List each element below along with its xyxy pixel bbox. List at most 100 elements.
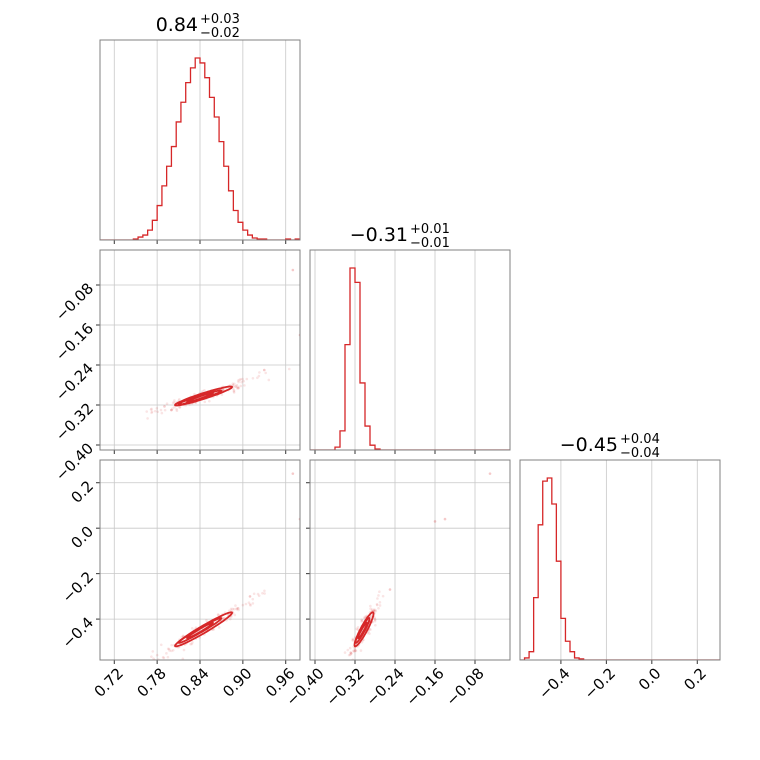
sample-point	[232, 391, 236, 394]
sample-point	[245, 377, 249, 381]
outlier-point	[291, 268, 295, 272]
sample-point	[351, 637, 355, 641]
sample-point	[352, 650, 356, 653]
sample-point	[263, 592, 266, 595]
histogram-step-0	[100, 57, 300, 240]
sample-point	[203, 400, 207, 404]
sample-point	[228, 609, 231, 612]
sample-point	[191, 641, 194, 644]
sample-point	[181, 657, 185, 660]
panel-frame	[309, 459, 511, 661]
outlier-point	[262, 368, 266, 372]
sample-point	[364, 615, 367, 618]
sample-point	[181, 634, 185, 638]
sample-point	[287, 367, 291, 371]
sample-point	[264, 371, 267, 375]
outlier-point	[291, 472, 295, 475]
scatter-panel-0-2	[96, 459, 301, 674]
x-tick-label: −0.4	[535, 664, 573, 702]
sample-point	[173, 399, 176, 402]
sample-point	[189, 642, 192, 646]
sample-point	[375, 603, 379, 607]
sample-point	[231, 383, 235, 387]
sample-point	[125, 671, 128, 674]
sample-point	[347, 653, 351, 657]
sample-point	[150, 411, 153, 415]
sample-point	[374, 623, 377, 627]
sample-point	[368, 632, 371, 635]
sample-point	[244, 602, 248, 606]
sample-point	[257, 594, 261, 598]
sample-point	[373, 618, 377, 622]
sample-point	[373, 619, 377, 623]
x-tick-label: 0.72	[91, 664, 127, 700]
sample-point	[151, 650, 155, 653]
sample-point	[373, 609, 376, 613]
sample-point	[369, 607, 372, 610]
sample-point	[173, 401, 176, 404]
sample-point	[354, 649, 358, 653]
scatter-panel-0-1	[96, 249, 301, 454]
sample-point	[378, 590, 381, 594]
sample-point	[373, 617, 377, 621]
sample-point	[232, 389, 236, 392]
sample-point	[349, 651, 353, 654]
sample-point	[354, 648, 357, 652]
sample-point	[351, 639, 354, 642]
scatter-content	[343, 472, 492, 669]
contour-level-3	[353, 611, 375, 648]
sample-point	[175, 409, 179, 413]
sample-point	[145, 410, 149, 413]
sample-point	[353, 649, 357, 653]
sample-point	[230, 609, 233, 613]
outlier-point	[248, 595, 252, 598]
y-tick-label: 0.0	[67, 523, 97, 553]
sample-point	[369, 604, 372, 608]
sample-point	[369, 615, 373, 618]
sample-point	[372, 608, 376, 612]
sample-point	[378, 604, 382, 607]
sample-point	[381, 594, 385, 598]
sample-point	[171, 649, 175, 652]
sample-point	[175, 407, 178, 411]
sample-point	[229, 607, 233, 611]
sample-point	[212, 628, 215, 631]
sample-point	[352, 649, 355, 653]
sample-point	[146, 417, 149, 420]
sample-point	[231, 607, 234, 611]
sample-point	[162, 656, 166, 660]
sample-point	[350, 652, 353, 655]
scatter-content	[145, 268, 300, 420]
sample-point	[256, 376, 259, 380]
y-tick-label: −0.32	[52, 399, 97, 444]
title-value-0: 0.84	[156, 14, 198, 36]
sample-point	[234, 385, 238, 388]
sample-point	[356, 628, 360, 631]
sample-point	[234, 385, 237, 388]
sample-point	[349, 652, 353, 656]
sample-point	[356, 625, 360, 629]
sample-point	[344, 666, 347, 669]
sample-point	[160, 411, 164, 415]
sample-point	[349, 653, 352, 657]
title-lower-1: −0.01	[410, 236, 450, 251]
sample-point	[251, 377, 255, 380]
outlier-point	[433, 520, 437, 523]
sample-point	[248, 603, 252, 606]
sample-point	[178, 398, 181, 401]
sample-point	[173, 405, 176, 409]
sample-point	[190, 642, 194, 646]
outlier-point	[388, 588, 392, 591]
sample-point	[221, 388, 225, 392]
sample-point	[370, 608, 374, 611]
sample-point	[236, 379, 240, 382]
sample-point	[360, 619, 363, 623]
sample-point	[343, 651, 347, 654]
sample-point	[242, 379, 245, 383]
contour-level-3	[173, 385, 234, 407]
x-tick-label: −0.2	[581, 664, 619, 702]
sample-point	[233, 613, 237, 617]
sample-point	[178, 405, 182, 409]
sample-point	[232, 390, 236, 393]
sample-point	[201, 389, 204, 393]
